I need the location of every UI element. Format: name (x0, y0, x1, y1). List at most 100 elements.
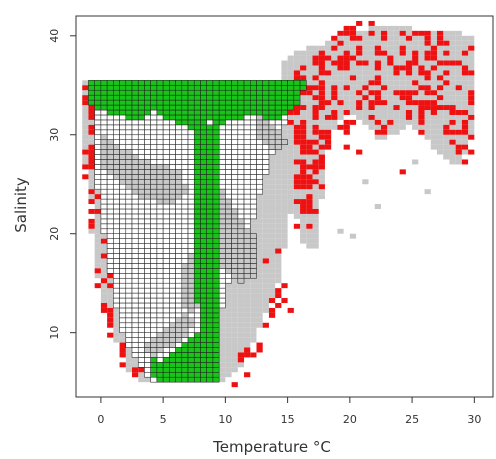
white-cell (137, 268, 145, 274)
gray-core-cell (237, 238, 245, 244)
gray-cell (268, 213, 276, 219)
green-cell (169, 109, 176, 116)
green-cell (206, 243, 214, 249)
green-cell (137, 94, 145, 101)
green-cell (100, 89, 108, 96)
green-cell (193, 203, 201, 210)
green-cell (181, 371, 189, 378)
white-cell (187, 238, 195, 244)
red-cell (449, 139, 456, 145)
red-cell (374, 90, 381, 96)
green-cell (200, 188, 207, 195)
white-cell (162, 208, 170, 215)
gray-cell (237, 322, 245, 328)
gray-cell (287, 65, 294, 71)
gray-core-cell (131, 154, 139, 160)
white-cell (125, 228, 133, 234)
red-cell (88, 164, 95, 170)
green-cell (200, 169, 207, 175)
green-cell (293, 84, 301, 91)
red-cell (461, 50, 469, 56)
white-cell (100, 169, 108, 175)
green-cell (206, 99, 214, 106)
gray-cell (362, 80, 369, 86)
white-cell (113, 243, 120, 249)
white-cell (162, 144, 170, 150)
red-cell (312, 139, 319, 145)
white-cell (106, 253, 114, 259)
gray-cell (237, 298, 245, 303)
green-cell (206, 347, 214, 353)
gray-cell (405, 45, 413, 51)
gray-cell (281, 243, 288, 249)
white-cell (125, 312, 133, 319)
white-cell (187, 228, 195, 234)
gray-cell (306, 95, 313, 101)
green-cell (200, 139, 207, 145)
gray-core-cell (274, 139, 282, 145)
white-cell (94, 149, 102, 155)
white-cell (113, 268, 120, 274)
green-cell (169, 80, 176, 86)
white-cell (175, 198, 183, 205)
gray-cell (331, 50, 338, 56)
red-cell (281, 283, 288, 289)
red-cell (455, 60, 462, 66)
white-cell (249, 198, 257, 205)
gray-core-cell (125, 174, 133, 180)
white-cell (156, 134, 164, 140)
gray-cell (225, 293, 232, 299)
white-cell (137, 357, 145, 363)
gray-cell (468, 119, 475, 125)
red-cell (393, 105, 400, 111)
gray-cell (256, 273, 263, 279)
red-cell (312, 110, 319, 115)
gray-core-cell (113, 149, 120, 155)
white-cell (187, 198, 195, 205)
green-cell (200, 258, 207, 264)
gray-cell (393, 114, 400, 120)
white-cell (231, 149, 239, 155)
gray-core-cell (150, 337, 158, 343)
green-cell (206, 273, 214, 279)
gray-cell (287, 60, 294, 66)
red-cell (256, 347, 263, 353)
white-cell (231, 183, 239, 190)
gray-cell (380, 25, 388, 31)
gray-cell (343, 100, 350, 106)
white-cell (156, 302, 164, 309)
gray-cell (374, 105, 381, 111)
gray-core-cell (100, 144, 108, 150)
gray-core-cell (113, 169, 120, 175)
gray-cell (237, 362, 245, 368)
gray-cell (443, 144, 450, 150)
red-cell (138, 367, 145, 373)
white-cell (119, 317, 127, 324)
green-cell (137, 114, 145, 121)
gray-cell (268, 159, 276, 165)
white-cell (225, 119, 232, 126)
gray-cell (430, 75, 437, 81)
green-cell (100, 84, 108, 91)
gray-cell (100, 288, 108, 294)
gray-cell (219, 332, 226, 338)
red-cell (318, 129, 325, 135)
gray-cell (405, 80, 413, 86)
white-cell (187, 203, 195, 210)
white-cell (162, 218, 170, 225)
gray-cell (256, 243, 263, 249)
gray-core-cell (218, 228, 226, 234)
red-cell (343, 124, 350, 130)
gray-cell (107, 302, 114, 308)
white-cell (131, 149, 139, 155)
gray-cell (268, 164, 276, 170)
white-cell (162, 149, 170, 155)
gray-core-cell (162, 188, 170, 195)
gray-core-cell (106, 144, 114, 150)
gray-core-cell (119, 154, 127, 160)
green-cell (256, 94, 263, 101)
gray-cell (324, 105, 332, 111)
green-cell (181, 357, 189, 363)
gray-core-cell (137, 188, 145, 195)
gray-cell (237, 288, 245, 294)
